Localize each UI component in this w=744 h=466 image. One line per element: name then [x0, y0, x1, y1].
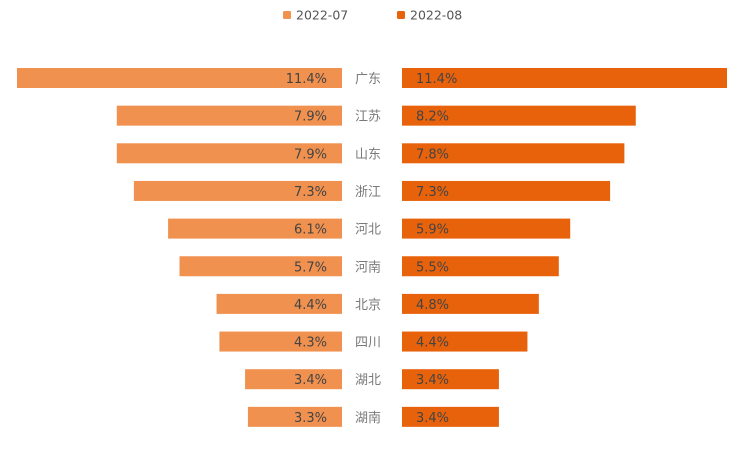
bar-left-7 — [216, 293, 342, 314]
bar-left-3 — [116, 143, 342, 164]
legend-swatch-2 — [397, 11, 405, 19]
bar-right-5 — [402, 218, 571, 239]
bar-label-left-5: 6.1% — [294, 223, 327, 238]
bar-label-right-7: 4.8% — [416, 298, 449, 313]
bar-right-7 — [402, 293, 539, 314]
bar-label-right-5: 5.9% — [416, 223, 449, 238]
bar-left-1 — [17, 68, 342, 88]
bar-right-3 — [402, 143, 625, 164]
category-label-8: 四川 — [355, 336, 381, 351]
bar-label-left-9: 3.4% — [294, 373, 327, 388]
bar-label-left-4: 7.3% — [294, 185, 327, 200]
bar-label-left-10: 3.3% — [294, 411, 327, 426]
bar-label-left-1: 11.4% — [286, 72, 327, 87]
legend-swatch-1 — [283, 11, 291, 19]
category-label-6: 河南 — [355, 259, 381, 275]
bar-left-9 — [245, 369, 342, 390]
bar-left-5 — [168, 218, 342, 239]
bar-label-right-4: 7.3% — [416, 185, 449, 200]
category-label-5: 河北 — [355, 223, 381, 238]
series-right-bars: 11.4% 8.2% 7.8% 7.3% 5.9% 5.5% 4.8% 4.4% 3.4% 3.4… — [402, 68, 727, 427]
category-label-2: 江苏 — [355, 109, 381, 125]
bar-label-left-8: 4.3% — [294, 336, 327, 351]
bar-left-4 — [133, 180, 342, 201]
bar-label-right-1: 11.4% — [416, 72, 457, 87]
bar-label-right-9: 3.4% — [416, 373, 449, 388]
legend-label-2[interactable]: 2022-08 — [410, 8, 462, 23]
series-left-bars: 11.4% 7.9% 7.9% 7.3% 6.1% 5.7% 4.4% 4.3% 3.4% 3.3… — [17, 68, 342, 427]
bar-label-right-6: 5.5% — [416, 260, 449, 275]
bar-left-6 — [179, 256, 342, 277]
bar-label-left-2: 7.9% — [294, 110, 327, 125]
bar-right-9 — [402, 369, 499, 390]
bar-right-8 — [402, 331, 528, 352]
category-label-7: 北京 — [355, 298, 381, 313]
legend-label-1[interactable]: 2022-07 — [296, 8, 348, 23]
bar-label-left-7: 4.4% — [294, 298, 327, 313]
legend: 2022-07 2022-08 — [283, 8, 462, 23]
bar-right-2 — [402, 105, 636, 126]
bar-right-1 — [402, 68, 727, 88]
bar-right-4 — [402, 180, 611, 201]
category-label-1: 广东 — [355, 72, 381, 87]
bar-left-8 — [219, 331, 342, 352]
bar-label-left-6: 5.7% — [294, 260, 327, 275]
category-label-9: 湖北 — [355, 373, 381, 388]
bar-label-left-3: 7.9% — [294, 147, 327, 162]
bar-label-right-8: 4.4% — [416, 336, 449, 351]
bar-right-6 — [402, 256, 559, 277]
bar-label-right-3: 7.8% — [416, 147, 449, 162]
bar-left-10 — [247, 406, 342, 427]
bar-left-2 — [116, 105, 342, 126]
bar-label-right-2: 8.2% — [416, 110, 449, 125]
category-label-4: 浙江 — [355, 185, 381, 200]
bar-right-10 — [402, 406, 499, 427]
category-label-3: 山东 — [355, 147, 381, 162]
category-label-10: 湖南 — [355, 410, 381, 426]
bar-label-right-10: 3.4% — [416, 411, 449, 426]
